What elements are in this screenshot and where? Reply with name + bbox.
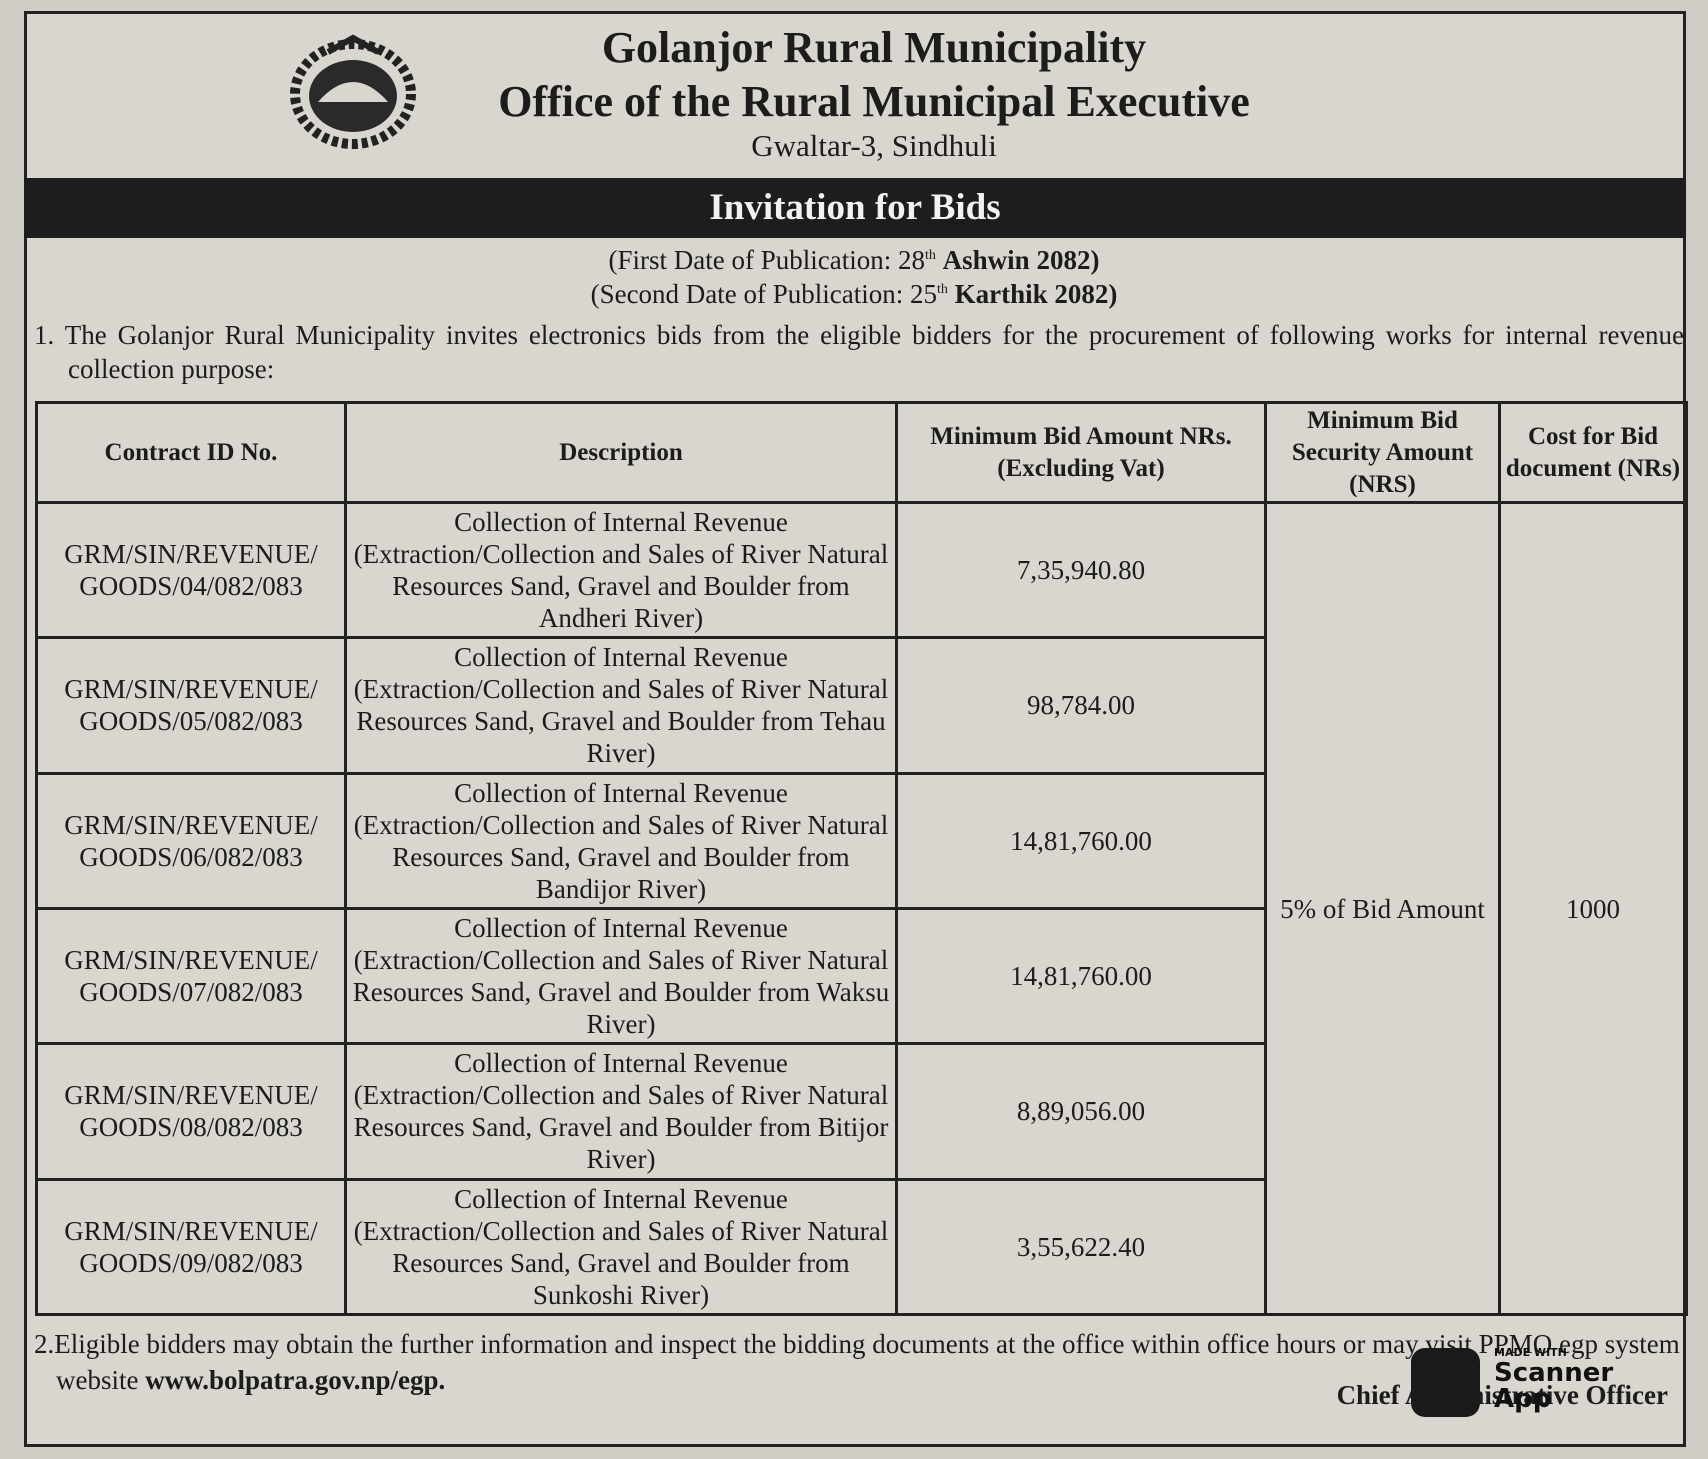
signature: Chief Administrative Officer (1336, 1380, 1668, 1410)
subtitle: Office of the Rural Municipal Executive (498, 77, 1250, 126)
minimum-bid-amount: 98,784.00 (895, 636, 1267, 775)
description: Collection of Internal Revenue (Extracti… (344, 1042, 898, 1181)
description: Collection of Internal Revenue (Extracti… (344, 906, 898, 1046)
contract-id: GRM/SIN/REVENUE/ GOODS/07/082/083 (35, 906, 347, 1046)
table-row: GRM/SIN/REVENUE/ GOODS/09/082/083 Collect… (35, 1177, 1687, 1317)
watermark-name: Scanner (1494, 1358, 1614, 1388)
column-header: Minimum Bid Amount NRs. (Excluding Vat) (895, 401, 1267, 504)
description: Collection of Internal Revenue (Extracti… (344, 1177, 898, 1317)
bid-security: 5% of Bid Amount (1264, 501, 1501, 1316)
contract-id: GRM/SIN/REVENUE/ GOODS/04/082/083 (35, 500, 347, 640)
website: www.bolpatra.gov.np/egp. (145, 1365, 446, 1395)
day: 25 (910, 279, 938, 309)
paragraph-1: 1. The Golanjor Rural Municipality invit… (34, 320, 1684, 384)
minimum-bid-amount: 14,81,760.00 (895, 906, 1267, 1046)
contract-id: GRM/SIN/REVENUE/ GOODS/08/082/083 (35, 1042, 347, 1181)
watermark-app: App (1494, 1384, 1552, 1414)
suffix: th (925, 248, 936, 263)
contract-id: GRM/SIN/REVENUE/ GOODS/05/082/083 (35, 636, 347, 775)
month-year: Ashwin 2082) (942, 245, 1100, 275)
minimum-bid-amount: 3,55,622.40 (895, 1177, 1267, 1317)
contract-id: GRM/SIN/REVENUE/ GOODS/09/082/083 (35, 1177, 347, 1317)
label: (Second Date of Publication: (590, 279, 904, 309)
day: 28 (898, 245, 926, 275)
table-row: GRM/SIN/REVENUE/ GOODS/07/082/083 Collect… (35, 906, 1687, 1046)
minimum-bid-amount: 8,89,056.00 (895, 1042, 1267, 1181)
emblem (290, 34, 416, 149)
paragraph-2: 2.Eligible bidders may obtain the furthe… (34, 1326, 1684, 1398)
title: Golanjor Rural Municipality (601, 23, 1147, 72)
paragraph-2-text: 2.Eligible bidders may obtain the furthe… (34, 1329, 1680, 1395)
description: Collection of Internal Revenue (Extracti… (344, 500, 898, 640)
header-row: Contract ID No. Description Minimum Bid Am… (35, 401, 1688, 504)
table-row: GRM/SIN/REVENUE/ GOODS/08/082/083 Collect… (35, 1042, 1687, 1181)
description: Collection of Internal Revenue (Extracti… (344, 771, 898, 910)
column-header: Cost for Bid document (NRs) (1498, 401, 1688, 504)
watermark-made-with: MADE WITH (1494, 1346, 1567, 1359)
contract-id: GRM/SIN/REVENUE/ GOODS/06/082/083 (35, 771, 347, 910)
watermark-icon (1411, 1348, 1480, 1417)
suffix: th (937, 282, 948, 297)
month-year: Karthik 2082) (954, 279, 1118, 309)
column-header: Contract ID No. (35, 401, 347, 504)
label: (First Date of Publication: (608, 245, 892, 275)
table-row: GRM/SIN/REVENUE/ GOODS/05/082/083 Collect… (35, 636, 1687, 775)
description: Collection of Internal Revenue (Extracti… (344, 636, 898, 775)
column-header: Description (344, 401, 898, 504)
minimum-bid-amount: 7,35,940.80 (895, 500, 1267, 640)
bid-document-cost: 1000 (1498, 501, 1688, 1316)
minimum-bid-amount: 14,81,760.00 (895, 771, 1267, 910)
banner: Invitation for Bids (24, 178, 1686, 238)
column-header: Minimum Bid Security Amount (NRS) (1264, 401, 1501, 504)
first-publication: (First Date of Publication: 28th Ashwin … (0, 245, 1708, 276)
address: Gwaltar-3, Sindhuli (751, 128, 997, 163)
table-row: GRM/SIN/REVENUE/ GOODS/06/082/083 Collect… (35, 771, 1687, 910)
second-publication: (Second Date of Publication: 25th Karthi… (0, 279, 1708, 310)
table-row: GRM/SIN/REVENUE/ GOODS/04/082/083 Collect… (35, 500, 1688, 1316)
bid-table: Contract ID No. Description Minimum Bid Am… (35, 401, 1688, 1317)
